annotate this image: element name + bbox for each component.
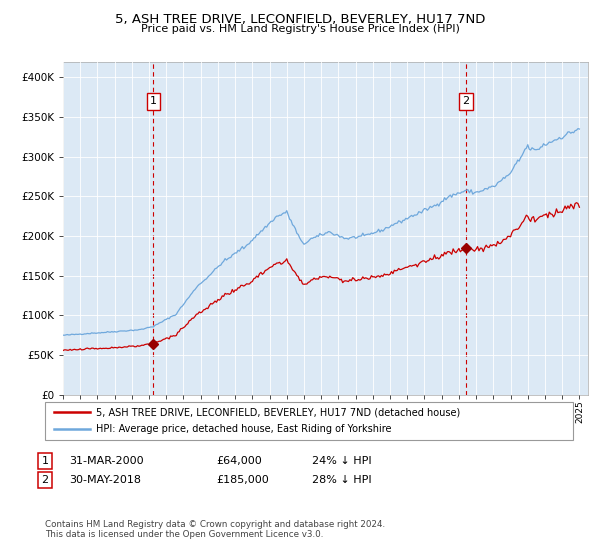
Text: 5, ASH TREE DRIVE, LECONFIELD, BEVERLEY, HU17 7ND (detached house): 5, ASH TREE DRIVE, LECONFIELD, BEVERLEY,…	[96, 407, 460, 417]
Text: Contains HM Land Registry data © Crown copyright and database right 2024.
This d: Contains HM Land Registry data © Crown c…	[45, 520, 385, 539]
Text: 1: 1	[41, 456, 49, 466]
Text: 30-MAY-2018: 30-MAY-2018	[69, 475, 141, 485]
Text: £64,000: £64,000	[216, 456, 262, 466]
Text: Price paid vs. HM Land Registry's House Price Index (HPI): Price paid vs. HM Land Registry's House …	[140, 24, 460, 34]
Text: 28% ↓ HPI: 28% ↓ HPI	[312, 475, 371, 485]
Text: 31-MAR-2000: 31-MAR-2000	[69, 456, 143, 466]
Text: 2: 2	[463, 96, 470, 106]
Text: 1: 1	[150, 96, 157, 106]
Text: 2: 2	[41, 475, 49, 485]
Text: 5, ASH TREE DRIVE, LECONFIELD, BEVERLEY, HU17 7ND: 5, ASH TREE DRIVE, LECONFIELD, BEVERLEY,…	[115, 12, 485, 26]
Text: HPI: Average price, detached house, East Riding of Yorkshire: HPI: Average price, detached house, East…	[96, 424, 392, 434]
Text: 24% ↓ HPI: 24% ↓ HPI	[312, 456, 371, 466]
Text: £185,000: £185,000	[216, 475, 269, 485]
